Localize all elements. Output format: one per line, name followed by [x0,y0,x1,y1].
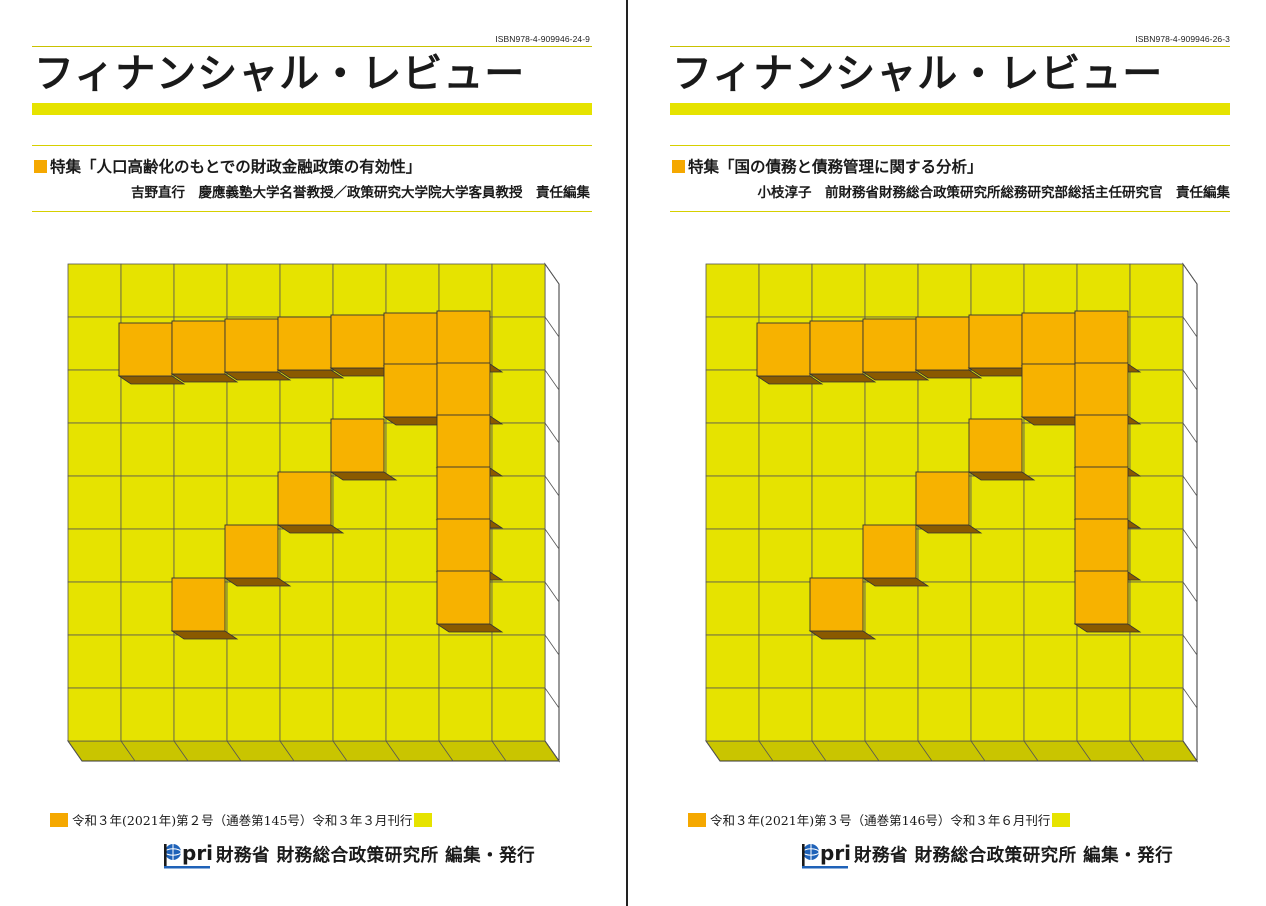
feature-heading: 特集「国の債務と債務管理に関する分析」 [672,155,1232,177]
feature-label: 特集 [688,158,720,176]
issue-text: 令和３年(2021年)第３号（通巻第146号）令和３年６月刊行 [710,813,1051,828]
isbn: ISBN978-4-909946-24-9 [495,34,590,44]
cover-block-illustration [705,262,1198,763]
top-rule [670,46,1230,47]
divider [32,145,592,146]
publisher-line: pri 財務省 財務総合政策研究所 編集・発行 [162,836,535,872]
yellow-square-icon [1052,813,1071,827]
title-underline [670,103,1230,115]
divider [670,211,1230,212]
title-underline [32,103,592,115]
isbn: ISBN978-4-909946-26-3 [1135,34,1230,44]
yellow-square-icon [414,813,433,827]
logo-text: pri [182,841,212,865]
publisher-line: pri 財務省 財務総合政策研究所 編集・発行 [800,836,1173,872]
orange-square-icon [50,813,68,827]
feature-heading: 特集「人口高齢化のもとでの財政金融政策の有効性」 [34,155,594,177]
editor-credit: 小枝淳子 前財務省財務総合政策研究所総務研究部総括主任研究官 責任編集 [757,185,1231,201]
divider [670,145,1230,146]
publisher-text: 財務省 財務総合政策研究所 編集・発行 [216,845,536,866]
cover-block-illustration [67,262,560,763]
feature-title: 「国の債務と債務管理に関する分析」 [719,158,983,176]
top-rule [32,46,592,47]
logo-text: pri [820,841,850,865]
pri-logo-icon: pri [802,841,850,869]
pri-logo-icon: pri [164,841,212,869]
orange-square-icon [34,160,47,173]
divider [32,211,592,212]
editor-credit: 吉野直行 慶應義塾大学名誉教授／政策研究大学院大学客員教授 責任編集 [131,185,590,201]
issue-info: 令和３年(2021年)第３号（通巻第146号）令和３年６月刊行 [688,810,1071,829]
orange-square-icon [688,813,706,827]
journal-title: フィナンシャル・レビュー [672,50,1164,97]
issue-text: 令和３年(2021年)第２号（通巻第145号）令和３年３月刊行 [72,813,413,828]
journal-title: フィナンシャル・レビュー [34,50,526,97]
issue-info: 令和３年(2021年)第２号（通巻第145号）令和３年３月刊行 [50,810,433,829]
publisher-text: 財務省 財務総合政策研究所 編集・発行 [854,845,1174,866]
feature-title: 「人口高齢化のもとでの財政金融政策の有効性」 [81,158,422,176]
cover-issue-145: ISBN978-4-909946-24-9 フィナンシャル・レビュー 特集「人口… [0,0,628,906]
orange-square-icon [672,160,685,173]
feature-label: 特集 [50,158,82,176]
cover-issue-146: ISBN978-4-909946-26-3 フィナンシャル・レビュー 特集「国の… [638,0,1266,906]
